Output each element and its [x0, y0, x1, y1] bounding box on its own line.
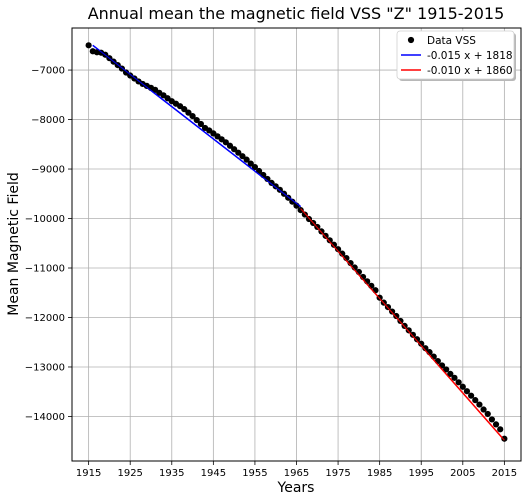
- data-point: [330, 241, 338, 248]
- data-point: [268, 179, 275, 186]
- data-point: [455, 379, 462, 386]
- x-tick-label: 1935: [159, 468, 184, 479]
- data-point: [443, 366, 450, 373]
- data-point: [447, 370, 454, 378]
- data-point: [181, 106, 188, 113]
- data-point: [497, 426, 504, 433]
- data-point: [372, 287, 379, 294]
- data-point: [413, 336, 421, 343]
- data-point: [264, 175, 271, 183]
- x-tick-label: 2015: [492, 468, 517, 479]
- y-tick-label: −7000: [31, 66, 65, 77]
- data-point: [472, 397, 479, 404]
- data-point: [418, 340, 425, 347]
- data-point: [422, 345, 429, 352]
- x-tick-label: 1945: [201, 468, 226, 479]
- data-point: [459, 383, 466, 390]
- data-point: [226, 142, 234, 149]
- data-point: [301, 211, 308, 218]
- data-points: [85, 42, 508, 442]
- y-tick-label: −11000: [25, 264, 65, 275]
- data-point: [463, 388, 471, 395]
- data-point: [322, 232, 329, 239]
- fit-line-overlay-2: [300, 208, 505, 441]
- legend-marker: [407, 36, 415, 44]
- y-tick-label: −9000: [31, 165, 65, 176]
- data-point: [231, 146, 238, 153]
- data-point: [476, 401, 483, 408]
- legend-label: -0.010 x + 1860: [427, 65, 513, 77]
- x-tick-label: 2005: [450, 468, 475, 479]
- x-tick-label: 1965: [284, 468, 309, 479]
- data-point: [239, 153, 246, 160]
- data-point: [189, 112, 196, 120]
- y-tick-label: −10000: [25, 214, 65, 225]
- data-point: [185, 109, 192, 116]
- data-point: [193, 116, 200, 124]
- data-point: [492, 421, 500, 428]
- data-point: [247, 160, 254, 167]
- data-point: [480, 406, 487, 413]
- data-point: [501, 435, 508, 442]
- legend-label: -0.015 x + 1818: [427, 50, 513, 62]
- data-point: [297, 207, 304, 214]
- data-point: [484, 410, 491, 418]
- x-tick-label: 1955: [242, 468, 267, 479]
- data-point: [222, 139, 229, 146]
- fit-line-overlay-1: [92, 44, 302, 208]
- y-tick-label: −12000: [25, 313, 65, 324]
- y-tick-label: −14000: [25, 412, 65, 423]
- x-ticks: 1915 1925 1935 1945 1955 1965 1975 1985 1995 2005…: [76, 461, 517, 479]
- x-tick-label: 1995: [408, 468, 433, 479]
- data-point: [393, 312, 400, 320]
- legend-box: [396, 30, 515, 80]
- data-point: [347, 259, 354, 267]
- legend: Data VSS -0.015 x + 1818 -0.010 x + 1860: [396, 30, 516, 81]
- data-point: [85, 42, 92, 49]
- chart-title: Annual mean the magnetic field VSS "Z" 1…: [88, 4, 505, 23]
- x-tick-label: 1925: [117, 468, 142, 479]
- data-point: [451, 374, 458, 381]
- y-ticks: −7000 −8000 −9000 −10000 −11000 −12000 −13000 −…: [25, 66, 72, 423]
- data-point: [409, 331, 417, 338]
- data-point: [405, 327, 412, 334]
- y-axis-label: Mean Magnetic Field: [6, 172, 22, 315]
- legend-label: Data VSS: [427, 35, 476, 47]
- data-point: [251, 163, 259, 171]
- data-point: [468, 392, 475, 399]
- y-tick-label: −8000: [31, 115, 65, 126]
- data-point: [326, 237, 333, 244]
- data-point: [243, 156, 250, 163]
- x-tick-label: 1915: [76, 468, 101, 479]
- x-tick-label: 1985: [367, 468, 392, 479]
- x-tick-label: 1975: [325, 468, 350, 479]
- data-point: [235, 149, 242, 156]
- x-axis-label: Years: [277, 480, 315, 496]
- grid: [72, 28, 521, 461]
- data-point: [488, 416, 495, 423]
- y-tick-label: −13000: [25, 362, 65, 373]
- data-point: [334, 246, 342, 253]
- data-point: [339, 250, 346, 257]
- data-point: [289, 198, 296, 205]
- data-point: [197, 120, 204, 128]
